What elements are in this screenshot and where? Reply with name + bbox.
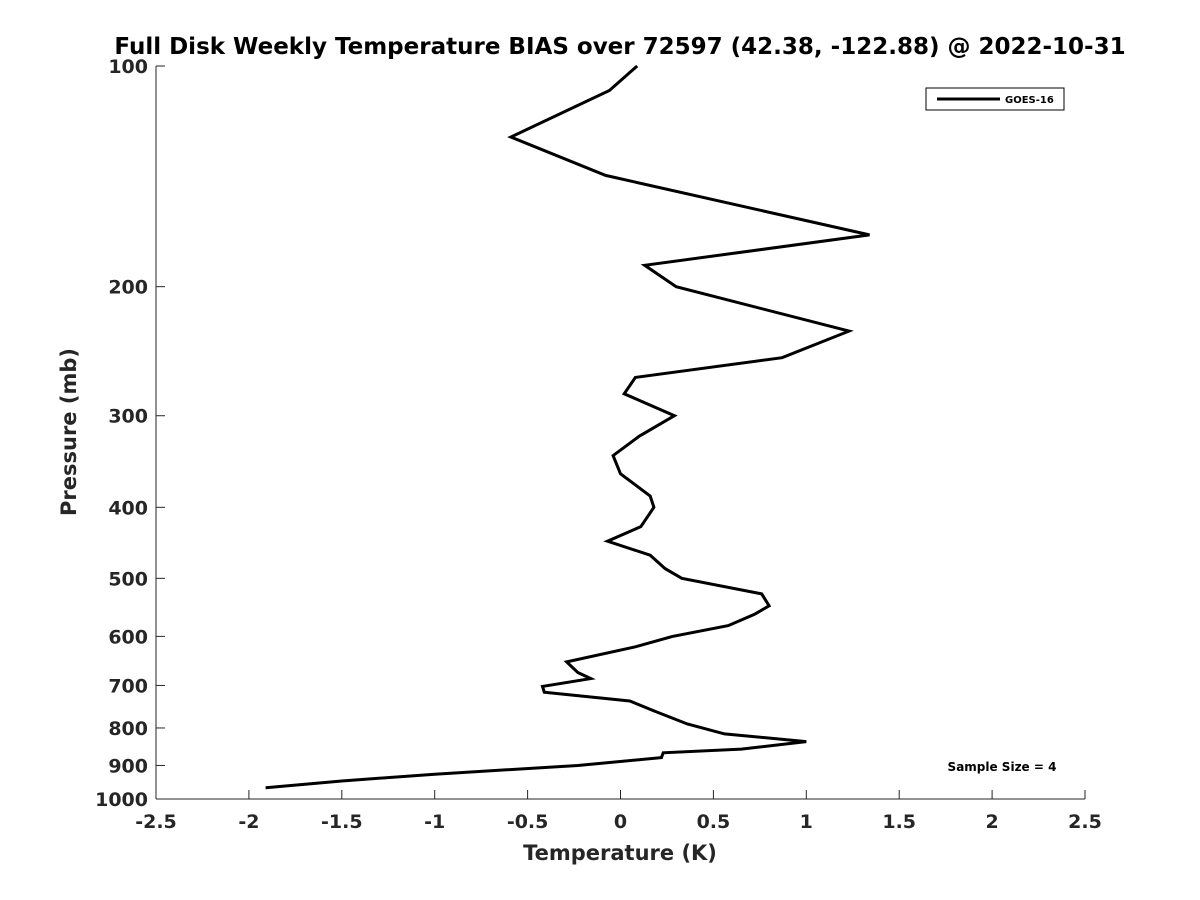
- x-tick-label: 0: [614, 811, 627, 833]
- x-tick-label: 2.5: [1068, 811, 1102, 833]
- x-axis-label: Temperature (K): [523, 841, 717, 865]
- sample-size-annotation: Sample Size = 4: [948, 760, 1057, 774]
- x-tick-label: 0.5: [697, 811, 731, 833]
- y-tick-label: 200: [108, 277, 148, 299]
- series-line-goes-16: [265, 64, 870, 790]
- axes: -2.5 -2 -1.5 -1 -0.5 0 0.5 1 1.5 2 2.5 100 200 300 400…: [95, 56, 1102, 833]
- y-tick-label: 100: [108, 56, 148, 78]
- y-tick-label: 300: [108, 406, 148, 428]
- x-tick-label: -2.5: [135, 811, 177, 833]
- y-tick-label: 600: [108, 626, 148, 648]
- x-tick-label: 2: [985, 811, 998, 833]
- series-layer: [265, 64, 870, 790]
- chart-title: Full Disk Weekly Temperature BIAS over 7…: [114, 34, 1125, 60]
- y-tick-label: 800: [108, 718, 148, 740]
- x-tick-label: -2: [238, 811, 259, 833]
- y-tick-label: 500: [108, 568, 148, 590]
- y-tick-label: 400: [108, 497, 148, 519]
- x-tick-label: 1.5: [882, 811, 916, 833]
- x-tick-label: -1.5: [321, 811, 363, 833]
- legend-label: GOES-16: [1005, 95, 1054, 106]
- y-tick-label: 1000: [95, 789, 148, 811]
- legend: GOES-16: [925, 87, 1065, 111]
- x-tick-label: -1: [424, 811, 445, 833]
- y-tick-label: 900: [108, 755, 148, 777]
- y-tick-label: 700: [108, 675, 148, 697]
- x-tick-label: 1: [800, 811, 813, 833]
- x-tick-label: -0.5: [507, 811, 549, 833]
- y-axis-label: Pressure (mb): [57, 348, 81, 516]
